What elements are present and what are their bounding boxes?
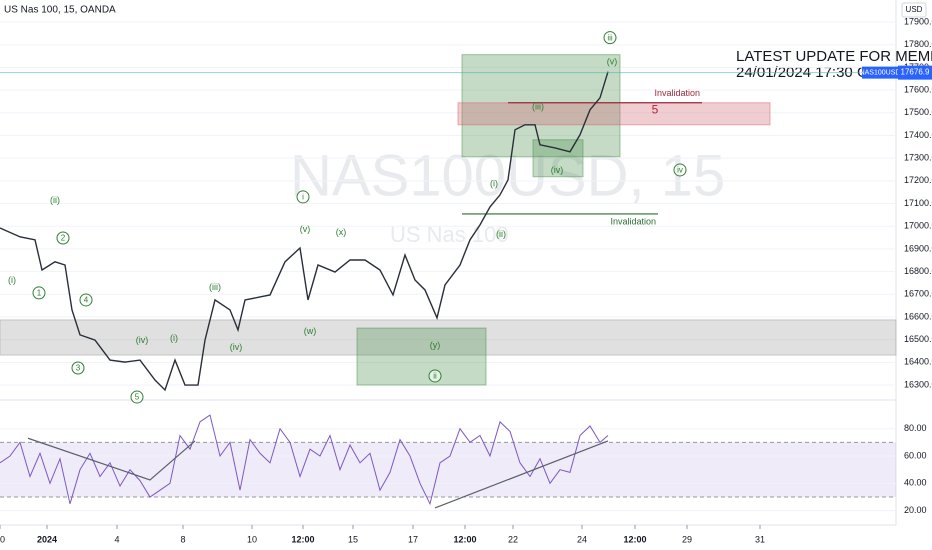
zone (532, 139, 584, 178)
note-line: LATEST UPDATE FOR MEMBERS (736, 48, 932, 65)
wave-label: (i) (490, 179, 498, 189)
x-tick-label: 4 (114, 534, 119, 544)
y-tick-label: 80.00 (904, 423, 927, 433)
x-tick-label: 12:00 (623, 534, 646, 544)
y-tick-label: 17400.0 (904, 130, 932, 140)
y-tick-label: 17100.0 (904, 198, 932, 208)
wave-label: (iii) (532, 102, 544, 112)
invalidation-label: Invalidation (610, 216, 656, 226)
wave-label: iii (607, 33, 613, 42)
wave-label: i (302, 193, 304, 202)
series-line (0, 71, 609, 392)
y-tick-label: 17200.0 (904, 175, 932, 185)
y-tick-label: 60.00 (904, 450, 927, 460)
wave-label: 2 (61, 234, 66, 243)
y-tick-label: 17800.0 (904, 39, 932, 49)
y-tick-label: 20.00 (904, 505, 927, 515)
wave-label: (ii) (50, 195, 60, 205)
y-tick-label: 17300.0 (904, 153, 932, 163)
x-tick-label: 12:00 (291, 534, 314, 544)
y-tick-label: 16700.0 (904, 289, 932, 299)
wave-circle (603, 31, 617, 45)
y-tick-label: 17500.0 (904, 107, 932, 117)
wave-label: (v) (300, 224, 311, 234)
x-tick-label: 12:00 (453, 534, 476, 544)
price-tag-label: 17676.9 (901, 68, 930, 77)
series-line (0, 414, 609, 506)
wave-circle (71, 361, 85, 375)
zone (0, 319, 897, 356)
wave-label: iv (677, 166, 683, 175)
wave-circle (79, 293, 93, 307)
price-tag (898, 65, 932, 80)
wave-label: ii (433, 372, 437, 381)
invalidation-label: Invalidation (654, 88, 700, 98)
wave-label: 4 (84, 296, 89, 305)
currency-box (901, 2, 927, 18)
rsi-band (0, 442, 896, 497)
y-tick-label: 17000.0 (904, 221, 932, 231)
wave-label: 5 (135, 393, 140, 402)
watermark: NAS100USD, 15 (290, 143, 725, 208)
trendline (27, 437, 196, 481)
wave-label: (iv) (136, 335, 149, 345)
y-tick-label: 16400.0 (904, 357, 932, 367)
y-tick-label: 16300.0 (904, 379, 932, 389)
symbol-tag (862, 66, 898, 79)
x-tick-label: 29 (682, 534, 692, 544)
wave-circle (296, 190, 310, 204)
wave-label: (iii) (209, 282, 221, 292)
zone (457, 102, 771, 126)
zone (356, 327, 487, 386)
symbol-title: US Nas 100, 15, OANDA (4, 5, 116, 16)
y-tick-label: 40.00 (904, 478, 927, 488)
wave-label: (v) (607, 57, 618, 67)
symbol-tag-label: NAS100USD (860, 69, 901, 76)
y-tick-label: 16500.0 (904, 334, 932, 344)
x-tick-label: 24 (577, 534, 587, 544)
y-tick-label: 16600.0 (904, 311, 932, 321)
wave-circle (428, 369, 442, 383)
y-tick-label: 17600.0 (904, 84, 932, 94)
x-tick-label: 17 (408, 534, 418, 544)
wave-label: (iv) (230, 342, 243, 352)
wave-circle (673, 163, 687, 177)
y-tick-label: 17900.0 (904, 16, 932, 26)
x-tick-label: 8 (180, 534, 185, 544)
y-tick-label: 16800.0 (904, 266, 932, 276)
wave-circle (130, 390, 144, 404)
x-tick-label: 2024 (37, 534, 57, 544)
wave-label: (ii) (496, 229, 506, 239)
wave-label: (x) (336, 227, 347, 237)
x-tick-label: 22 (508, 534, 518, 544)
wave-label: 3 (76, 364, 81, 373)
trendline (434, 440, 609, 509)
y-tick-label: 16900.0 (904, 243, 932, 253)
currency: USD (906, 5, 923, 14)
wave-label: (w) (304, 326, 317, 336)
x-tick-label: 10 (247, 534, 257, 544)
wave-label: (i) (170, 333, 178, 343)
wave-circle (56, 231, 70, 245)
x-tick-label: 15 (348, 534, 358, 544)
x-tick-label: 00 (0, 534, 5, 544)
wave-label: 1 (37, 289, 42, 298)
wave-label: (y) (430, 340, 441, 350)
x-tick-label: 31 (755, 534, 765, 544)
wave-circle (32, 286, 46, 300)
wave-label: (i) (8, 275, 16, 285)
wave-label: 5 (652, 102, 659, 116)
wave-label: (iv) (551, 165, 564, 175)
watermark-sub: US Nas 100 (390, 222, 509, 247)
